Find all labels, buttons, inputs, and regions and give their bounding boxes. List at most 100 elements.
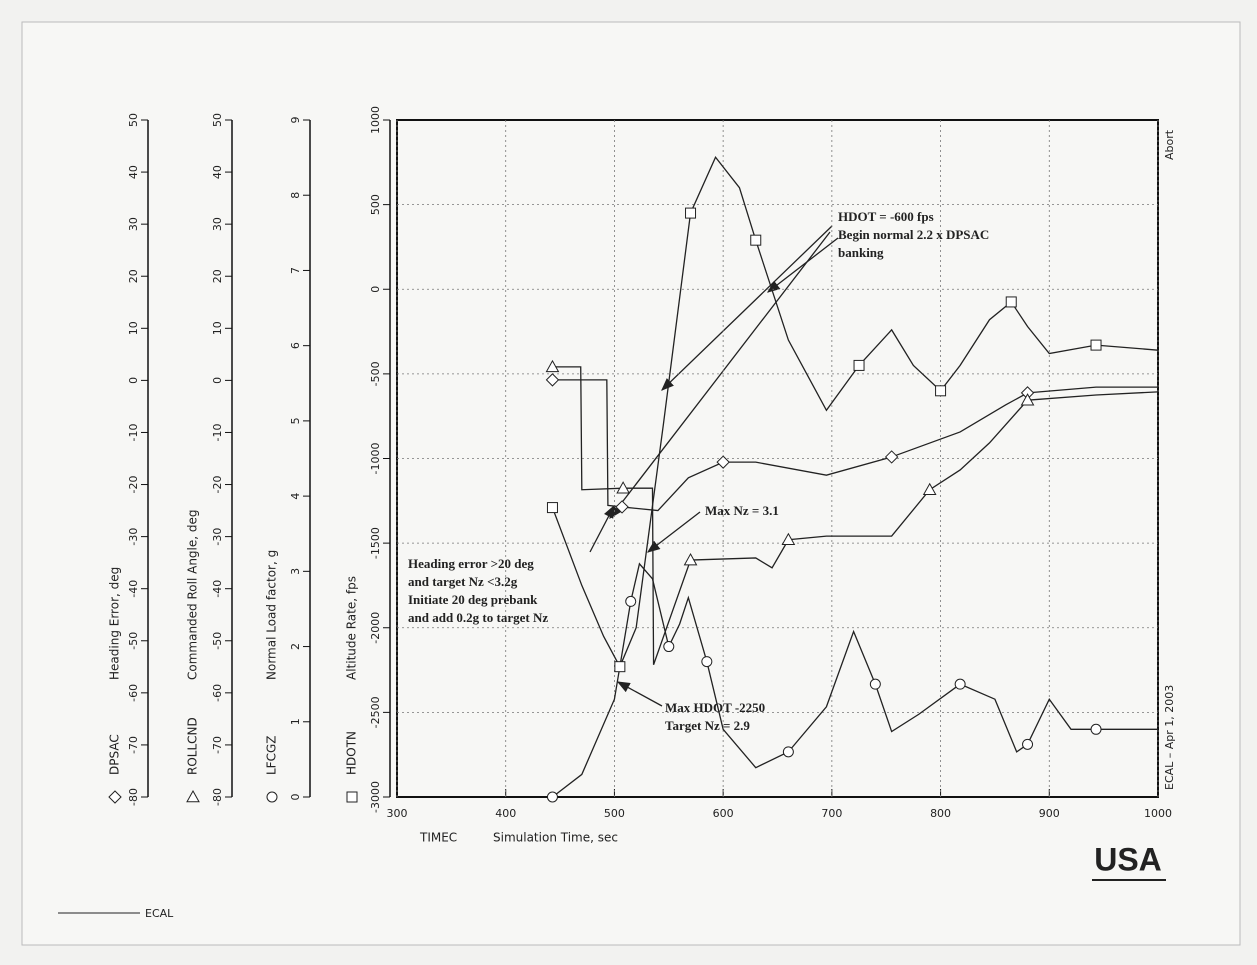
y-tick-label: -1000 [369, 443, 382, 475]
y-tick-label: 30 [211, 217, 224, 231]
legend-label: HDOTN [345, 731, 359, 775]
marker [716, 455, 730, 469]
x-tick-label: 300 [387, 807, 408, 820]
series-markers [545, 373, 1035, 514]
marker [266, 791, 278, 803]
annotation: and target Nz <3.2g [408, 574, 518, 589]
annotation: and add 0.2g to target Nz [408, 610, 548, 625]
marker [750, 234, 762, 246]
y-tick-label: -70 [127, 736, 140, 754]
marker [186, 789, 200, 803]
legend-label: DPSAC [108, 734, 122, 775]
x-tick-label: 1000 [1144, 807, 1172, 820]
y-tick-label: -20 [127, 476, 140, 494]
series-markers [546, 595, 1102, 803]
annotation: HDOT = -600 fps [838, 209, 934, 224]
marker [616, 481, 630, 494]
marker [683, 553, 698, 566]
marker [545, 373, 560, 387]
y-tick-label: 20 [211, 269, 224, 283]
x-axis-label: Simulation Time, sec [493, 831, 618, 845]
y-tick-label: 10 [127, 321, 140, 335]
annotation: Target Nz = 2.9 [665, 718, 750, 733]
y-tick-label: 50 [211, 113, 224, 127]
y-tick-label: -10 [211, 423, 224, 441]
marker [1090, 339, 1102, 351]
y-tick-label: 20 [127, 269, 140, 283]
x-tick-label: 800 [930, 807, 951, 820]
y-tick-label: -3000 [369, 781, 382, 813]
y-tick-label: 0 [127, 377, 140, 384]
y-tick-label: 40 [211, 165, 224, 179]
y-tick-label: 4 [289, 493, 302, 500]
y-tick-label: -20 [211, 476, 224, 494]
y-tick-label: -60 [211, 684, 224, 702]
marker [1090, 723, 1102, 735]
y-tick-label: -50 [127, 632, 140, 650]
marker [663, 641, 675, 653]
annotation: Initiate 20 deg prebank [408, 592, 538, 607]
marker [546, 791, 558, 803]
y-tick-label: -80 [127, 788, 140, 806]
y-tick-label: 1 [289, 718, 302, 725]
marker [546, 502, 558, 514]
marker [1005, 296, 1017, 308]
marker [545, 359, 560, 373]
y-tick-label: 9 [289, 117, 302, 124]
x-tick-label: 500 [604, 807, 625, 820]
y-tick-label: 10 [211, 321, 224, 335]
y-tick-label: -80 [211, 788, 224, 806]
series-markers [545, 359, 1035, 566]
marker [935, 385, 947, 397]
marker [782, 746, 794, 758]
y-tick-label: 0 [211, 377, 224, 384]
y-tick-label: 500 [369, 194, 382, 215]
y-axis-label: Heading Error, deg [108, 567, 122, 680]
legend-label: LFCGZ [265, 736, 279, 776]
marker [1020, 393, 1035, 406]
annotation: Max Nz = 3.1 [705, 503, 779, 518]
side-note: Abort [1163, 129, 1176, 160]
y-tick-label: 50 [127, 113, 140, 127]
marker [685, 207, 697, 219]
marker [346, 791, 358, 803]
marker [701, 656, 713, 668]
y-tick-label: 5 [289, 417, 302, 424]
y-tick-label: 1000 [369, 106, 382, 134]
y-tick-label: 2 [289, 643, 302, 650]
y-tick-label: -10 [127, 423, 140, 441]
y-tick-label: 7 [289, 267, 302, 274]
annotation: Max HDOT -2250 [665, 700, 765, 715]
y-tick-label: -50 [211, 632, 224, 650]
y-tick-label: -500 [369, 361, 382, 386]
y-tick-label: 40 [127, 165, 140, 179]
marker [869, 678, 881, 690]
y-tick-label: 0 [369, 286, 382, 293]
y-tick-label: 8 [289, 192, 302, 199]
legend-label: ECAL [145, 907, 174, 920]
y-tick-label: -60 [127, 684, 140, 702]
y-axis-label: Normal Load factor, g [265, 550, 279, 680]
y-tick-label: 0 [289, 794, 302, 801]
marker [954, 678, 966, 690]
series-markers [546, 207, 1102, 673]
y-tick-label: -2000 [369, 612, 382, 644]
marker [884, 450, 899, 464]
y-tick-label: -2500 [369, 696, 382, 728]
y-tick-label: -30 [127, 528, 140, 546]
annotation: banking [838, 245, 884, 260]
y-tick-label: -1500 [369, 527, 382, 559]
y-tick-label: 3 [289, 568, 302, 575]
series-line [552, 366, 1159, 665]
y-tick-label: 30 [127, 217, 140, 231]
y-tick-label: -40 [211, 580, 224, 598]
annotation: Begin normal 2.2 x DPSAC [838, 227, 989, 242]
y-tick-label: -30 [211, 528, 224, 546]
marker [615, 500, 629, 514]
x-tick-label: 400 [495, 807, 516, 820]
y-tick-label: -70 [211, 736, 224, 754]
marker [1022, 738, 1034, 750]
marker [108, 790, 122, 804]
arrows [589, 225, 839, 707]
legend-label: ROLLCND [186, 717, 200, 775]
